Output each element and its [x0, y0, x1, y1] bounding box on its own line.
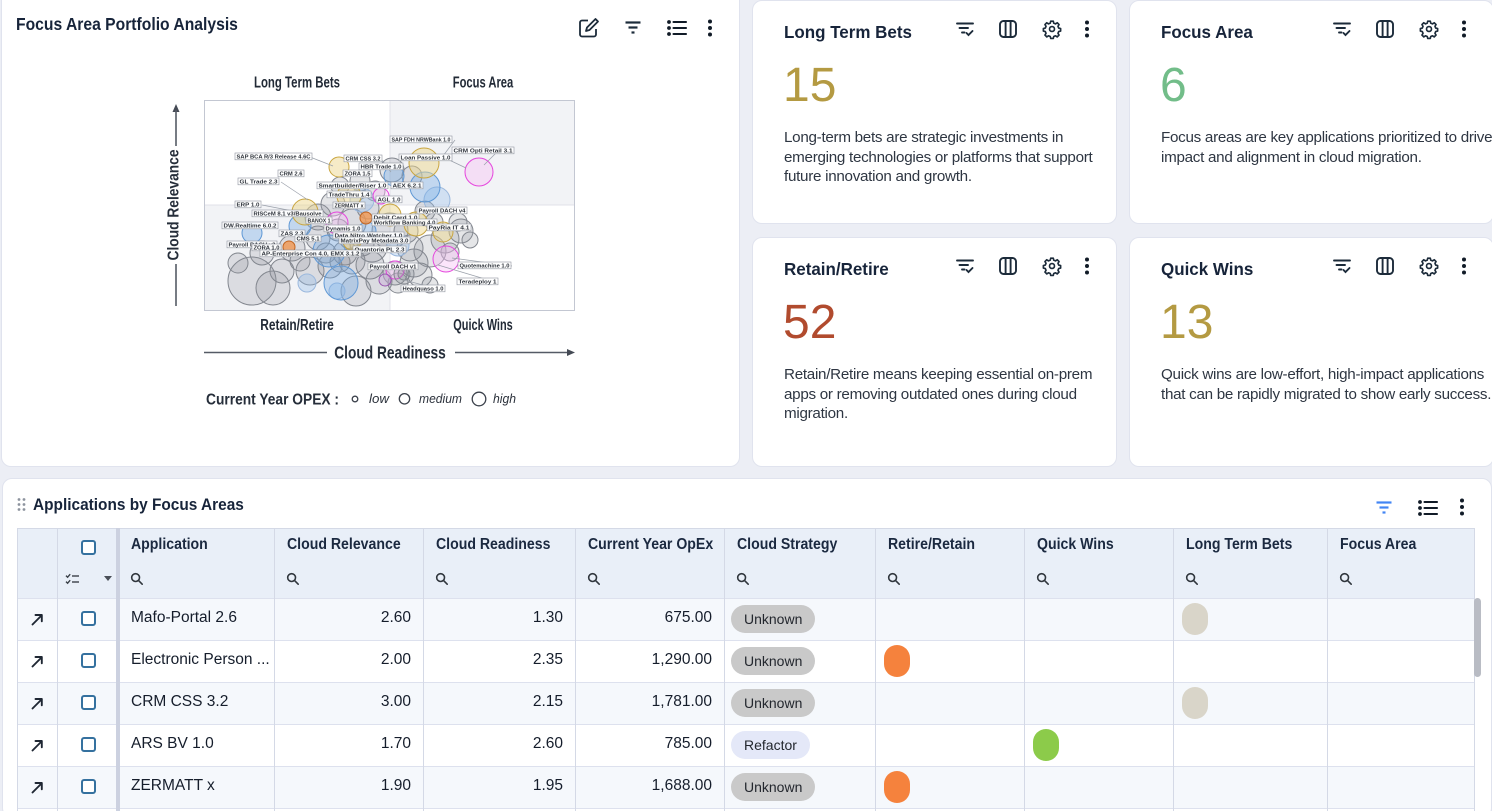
svg-text:TradeThru 1.4: TradeThru 1.4	[329, 192, 370, 198]
svg-text:AEX 6.2.1: AEX 6.2.1	[393, 183, 422, 189]
svg-text:Quotemachine 1.0: Quotemachine 1.0	[460, 263, 510, 269]
svg-text:GL Trade 2.3: GL Trade 2.3	[240, 179, 278, 185]
svg-text:RISCeM 8.1 v3/Bausolve: RISCeM 8.1 v3/Bausolve	[254, 211, 322, 217]
svg-text:Retain/Retire: Retain/Retire	[260, 317, 334, 334]
svg-text:Headquaso 1.0: Headquaso 1.0	[403, 286, 444, 292]
svg-text:Smartbuilder/Riser 1.0: Smartbuilder/Riser 1.0	[319, 183, 387, 189]
svg-text:CRM 2.6: CRM 2.6	[280, 171, 303, 177]
svg-text:CRM CSS 3.2: CRM CSS 3.2	[346, 156, 381, 162]
svg-text:SAP FDH NRWBank 1.0: SAP FDH NRWBank 1.0	[392, 137, 451, 143]
svg-text:ERP 1.0: ERP 1.0	[237, 202, 260, 208]
svg-text:Data Nitro Watcher 1.0: Data Nitro Watcher 1.0	[335, 233, 403, 239]
svg-text:medium: medium	[419, 391, 462, 406]
svg-text:ZERMATT x: ZERMATT x	[335, 203, 364, 209]
svg-text:Payroll DACH v1: Payroll DACH v1	[370, 264, 417, 270]
svg-text:PayRia IT 4.1: PayRia IT 4.1	[429, 225, 470, 231]
svg-text:Cloud Relevance: Cloud Relevance	[166, 149, 183, 260]
svg-text:Teradeploy 1: Teradeploy 1	[459, 279, 497, 285]
svg-text:ZORA 1.5: ZORA 1.5	[345, 171, 371, 177]
svg-text:Focus Area: Focus Area	[453, 75, 514, 92]
svg-text:HBR Trade 1.0: HBR Trade 1.0	[361, 164, 402, 170]
svg-text:SAP BCA R/3 Release 4.6C: SAP BCA R/3 Release 4.6C	[237, 154, 311, 160]
svg-text:CRM Opti Retail 3.1: CRM Opti Retail 3.1	[454, 148, 513, 154]
svg-text:low: low	[369, 391, 391, 406]
svg-text:MatrixPay Metadata 3.0: MatrixPay Metadata 3.0	[341, 238, 409, 244]
svg-text:ZORA 1.0: ZORA 1.0	[254, 245, 280, 251]
svg-text:Quantoria PL 2.3: Quantoria PL 2.3	[355, 247, 405, 253]
svg-text:high: high	[493, 391, 516, 406]
svg-text:AGL 1.0: AGL 1.0	[378, 197, 401, 203]
svg-text:Loan Passive 1.0: Loan Passive 1.0	[401, 155, 451, 161]
svg-text:Payroll DACH v4: Payroll DACH v4	[419, 208, 466, 214]
svg-text:CMS 5.1: CMS 5.1	[297, 236, 320, 242]
svg-text:ZAS 2.3: ZAS 2.3	[281, 231, 304, 237]
svg-text:Cloud Readiness: Cloud Readiness	[334, 343, 446, 363]
svg-text:Debit Card 1.0: Debit Card 1.0	[374, 215, 418, 221]
svg-text:AP-Enterprise Con 4.0, EMX 3.1: AP-Enterprise Con 4.0, EMX 3.1.2	[262, 251, 360, 257]
svg-text:DW.Realtime 6.0.2: DW.Realtime 6.0.2	[224, 223, 277, 229]
svg-text:BANOX 1: BANOX 1	[308, 218, 331, 224]
svg-text:Quick Wins: Quick Wins	[453, 317, 513, 334]
svg-text:Workflow Banking 4.0: Workflow Banking 4.0	[374, 220, 436, 226]
svg-text:Long Term Bets: Long Term Bets	[254, 75, 340, 92]
svg-text:Dynamis 1.0: Dynamis 1.0	[326, 226, 361, 232]
svg-text:Current Year OPEX :: Current Year OPEX :	[206, 392, 339, 409]
